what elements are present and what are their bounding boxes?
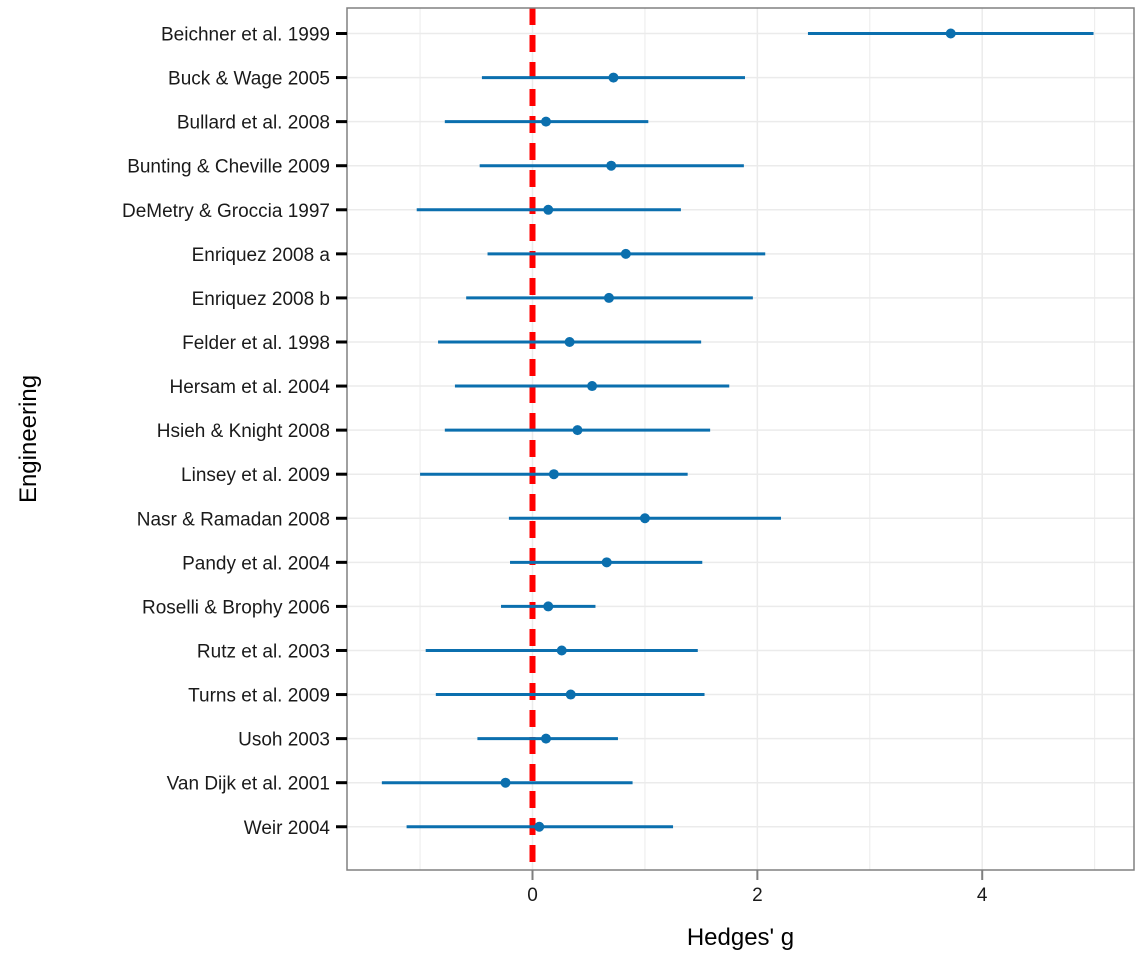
point-estimate	[540, 733, 551, 744]
point-estimate	[639, 513, 650, 524]
point-estimate	[620, 248, 631, 259]
point-estimate	[565, 689, 576, 700]
point-estimate	[606, 160, 617, 171]
y-tick-label: Bullard et al. 2008	[177, 113, 330, 134]
y-tick-label: Turns et al. 2009	[188, 686, 330, 707]
y-tick-label: Linsey et al. 2009	[181, 465, 330, 486]
y-tick-label: Usoh 2003	[238, 730, 330, 751]
point-estimate	[548, 469, 559, 480]
y-axis-ticks: Beichner et al. 1999 Buck & Wage 2005 Bull…	[122, 25, 347, 839]
minor-gridlines	[419, 8, 1096, 870]
point-estimate	[534, 821, 545, 832]
y-tick-label: Enriquez 2008 b	[192, 289, 330, 310]
point-estimate	[572, 425, 583, 436]
y-tick-label: Enriquez 2008 a	[192, 245, 331, 266]
y-tick-label: Nasr & Ramadan 2008	[137, 509, 330, 530]
point-estimate	[587, 381, 598, 392]
y-tick-label: Buck & Wage 2005	[168, 69, 330, 90]
point-estimate	[564, 336, 575, 347]
y-tick-label: Hsieh & Knight 2008	[157, 421, 330, 442]
y-tick-label: Felder et al. 1998	[182, 333, 330, 354]
y-axis-title: Engineering	[15, 375, 42, 503]
point-estimate	[603, 292, 614, 303]
y-tick-label: Bunting & Cheville 2009	[127, 157, 330, 178]
y-tick-label: DeMetry & Groccia 1997	[122, 201, 330, 222]
x-tick-label: 0	[527, 885, 538, 906]
x-axis-ticks: 0 2 4	[527, 870, 988, 906]
point-estimate	[601, 557, 612, 568]
y-tick-label: Weir 2004	[244, 818, 331, 839]
y-tick-label: Roselli & Brophy 2006	[142, 597, 330, 618]
point-estimate	[500, 777, 511, 788]
point-estimate	[608, 72, 619, 83]
point-estimate	[543, 204, 554, 215]
y-tick-label: Van Dijk et al. 2001	[167, 774, 330, 795]
x-tick-label: 2	[752, 885, 763, 906]
point-estimate	[540, 116, 551, 127]
x-tick-label: 4	[977, 885, 988, 906]
x-axis-title: Hedges' g	[687, 924, 794, 951]
y-tick-label: Beichner et al. 1999	[161, 25, 330, 46]
y-tick-label: Rutz et al. 2003	[197, 641, 330, 662]
point-estimate	[556, 645, 567, 656]
point-estimate	[945, 28, 956, 39]
point-estimates	[500, 28, 956, 832]
y-tick-label: Hersam et al. 2004	[169, 377, 330, 398]
point-estimate	[543, 601, 554, 612]
plot-panel-border	[346, 7, 1135, 871]
y-tick-label: Pandy et al. 2004	[182, 553, 330, 574]
